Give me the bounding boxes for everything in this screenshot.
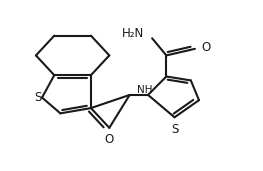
Text: O: O <box>105 133 114 146</box>
Text: O: O <box>201 41 210 54</box>
Text: NH: NH <box>138 85 153 95</box>
Text: S: S <box>171 123 178 136</box>
Text: H₂N: H₂N <box>122 27 144 40</box>
Text: S: S <box>34 91 42 104</box>
